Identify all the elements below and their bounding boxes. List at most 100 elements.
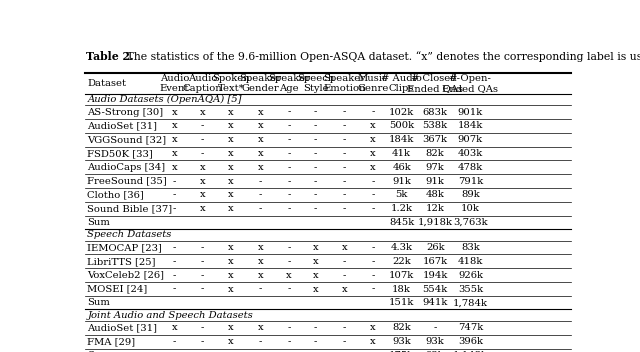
Text: MOSEI [24]: MOSEI [24] xyxy=(88,284,148,294)
Text: -: - xyxy=(371,271,374,280)
Text: 151k: 151k xyxy=(389,298,414,307)
Text: 1,143k: 1,143k xyxy=(453,351,488,352)
Text: x: x xyxy=(228,107,234,117)
Text: Table 2.: Table 2. xyxy=(86,51,134,62)
Text: AS-Strong [30]: AS-Strong [30] xyxy=(88,107,164,117)
Text: 926k: 926k xyxy=(458,271,483,280)
Text: 91k: 91k xyxy=(392,177,411,186)
Text: -: - xyxy=(173,243,176,252)
Text: # Audio
Clips: # Audio Clips xyxy=(381,74,422,93)
Text: x: x xyxy=(342,243,347,252)
Text: -: - xyxy=(314,204,317,213)
Text: -: - xyxy=(314,107,317,117)
Text: -: - xyxy=(173,204,176,213)
Text: x: x xyxy=(172,149,177,158)
Text: VGGSound [32]: VGGSound [32] xyxy=(88,135,166,144)
Text: x: x xyxy=(228,337,234,346)
Text: -: - xyxy=(259,204,262,213)
Text: -: - xyxy=(201,243,204,252)
Text: Speaker
Gender: Speaker Gender xyxy=(239,74,281,93)
Text: -: - xyxy=(287,121,291,130)
Text: -: - xyxy=(287,284,291,294)
Text: -: - xyxy=(259,284,262,294)
Text: Sum: Sum xyxy=(88,298,110,307)
Text: 747k: 747k xyxy=(458,323,483,332)
Text: 184k: 184k xyxy=(389,135,414,144)
Text: -: - xyxy=(314,163,317,172)
Text: -: - xyxy=(371,177,374,186)
Text: 82k: 82k xyxy=(392,323,411,332)
Text: 41k: 41k xyxy=(392,149,411,158)
Text: -: - xyxy=(287,190,291,200)
Text: x: x xyxy=(200,177,205,186)
Text: The statistics of the 9.6-million Open-ASQA dataset. “x” denotes the correspondi: The statistics of the 9.6-million Open-A… xyxy=(123,51,640,62)
Text: Spoken
Text*: Spoken Text* xyxy=(212,74,250,93)
Text: x: x xyxy=(228,163,234,172)
Text: AudioSet [31]: AudioSet [31] xyxy=(88,121,157,130)
Text: x: x xyxy=(257,257,263,266)
Text: -: - xyxy=(371,190,374,200)
Text: -: - xyxy=(314,323,317,332)
Text: -: - xyxy=(287,337,291,346)
Text: -: - xyxy=(173,257,176,266)
Text: 907k: 907k xyxy=(458,135,483,144)
Text: 367k: 367k xyxy=(422,135,448,144)
Text: -: - xyxy=(201,149,204,158)
Text: x: x xyxy=(257,271,263,280)
Text: x: x xyxy=(257,323,263,332)
Text: -: - xyxy=(287,163,291,172)
Text: x: x xyxy=(172,135,177,144)
Text: -: - xyxy=(201,284,204,294)
Text: -: - xyxy=(342,177,346,186)
Text: x: x xyxy=(228,177,234,186)
Text: 97k: 97k xyxy=(426,163,445,172)
Text: 901k: 901k xyxy=(458,107,483,117)
Text: -: - xyxy=(173,190,176,200)
Text: -: - xyxy=(371,284,374,294)
Text: x: x xyxy=(286,271,292,280)
Text: -: - xyxy=(371,243,374,252)
Text: 10k: 10k xyxy=(461,204,480,213)
Text: -: - xyxy=(314,149,317,158)
Text: x: x xyxy=(313,257,319,266)
Text: x: x xyxy=(228,149,234,158)
Text: -: - xyxy=(201,337,204,346)
Text: -: - xyxy=(433,323,437,332)
Text: 82k: 82k xyxy=(426,149,445,158)
Text: -: - xyxy=(287,107,291,117)
Text: -: - xyxy=(287,257,291,266)
Text: 48k: 48k xyxy=(426,190,445,200)
Text: -: - xyxy=(287,243,291,252)
Text: 22k: 22k xyxy=(392,257,411,266)
Text: x: x xyxy=(257,163,263,172)
Text: x: x xyxy=(228,121,234,130)
Text: 500k: 500k xyxy=(389,121,414,130)
Text: Music
Genre: Music Genre xyxy=(357,74,388,93)
Text: -: - xyxy=(259,190,262,200)
Text: x: x xyxy=(172,107,177,117)
Text: Sound Bible [37]: Sound Bible [37] xyxy=(88,204,173,213)
Text: Joint Audio and Speech Datasets: Joint Audio and Speech Datasets xyxy=(88,311,253,320)
Text: Sum: Sum xyxy=(88,218,110,227)
Text: -: - xyxy=(342,323,346,332)
Text: 554k: 554k xyxy=(422,284,448,294)
Text: -: - xyxy=(342,204,346,213)
Text: 3,763k: 3,763k xyxy=(453,218,488,227)
Text: 5k: 5k xyxy=(396,190,408,200)
Text: -: - xyxy=(342,337,346,346)
Text: -: - xyxy=(314,121,317,130)
Text: -: - xyxy=(287,149,291,158)
Text: # Open-
Ended QAs: # Open- Ended QAs xyxy=(442,74,499,93)
Text: -: - xyxy=(314,177,317,186)
Text: Audio
Caption: Audio Caption xyxy=(182,74,223,93)
Text: 538k: 538k xyxy=(422,121,448,130)
Text: Audio Datasets (OpenAQA) [5]: Audio Datasets (OpenAQA) [5] xyxy=(88,95,242,104)
Text: -: - xyxy=(371,204,374,213)
Text: AudioCaps [34]: AudioCaps [34] xyxy=(88,163,166,172)
Text: -: - xyxy=(173,337,176,346)
Text: AudioSet [31]: AudioSet [31] xyxy=(88,323,157,332)
Text: -: - xyxy=(342,149,346,158)
Text: x: x xyxy=(370,163,376,172)
Text: -: - xyxy=(314,337,317,346)
Text: -: - xyxy=(342,121,346,130)
